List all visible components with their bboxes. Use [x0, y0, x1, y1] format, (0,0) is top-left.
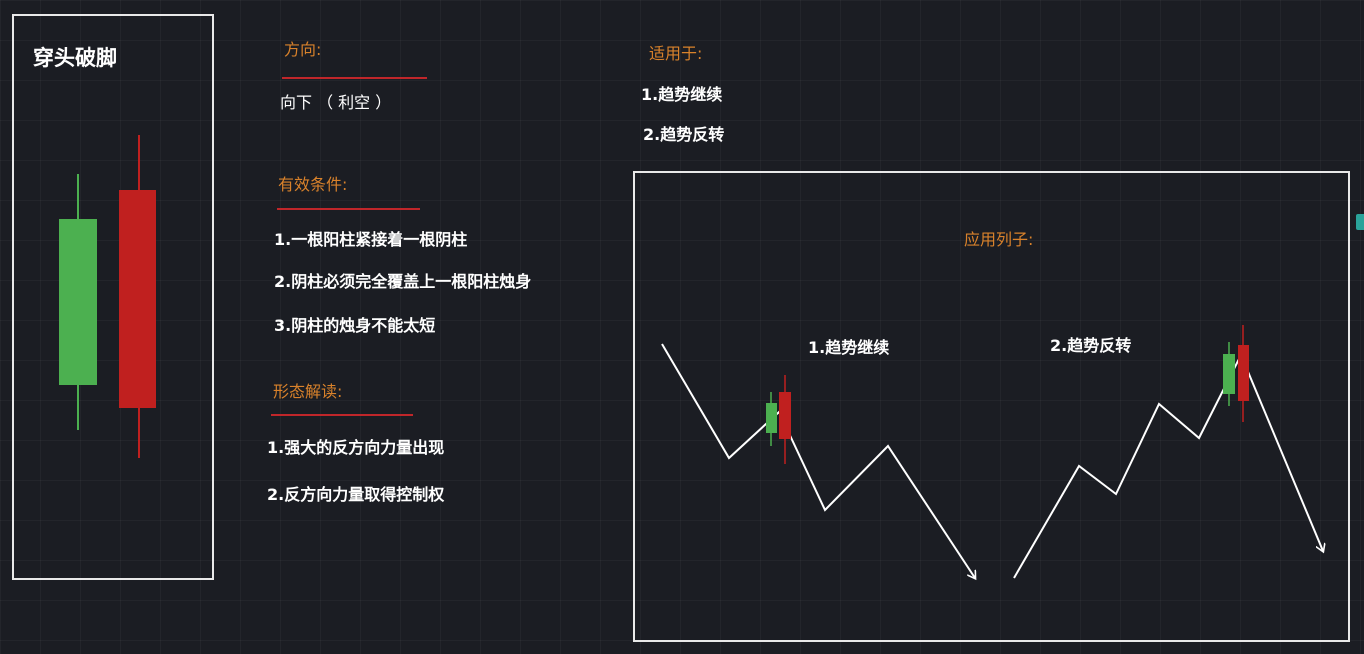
pattern-candles: [59, 135, 156, 458]
direction-value: 向下 （ 利空 ）: [280, 93, 392, 112]
direction-underline: [282, 77, 427, 79]
conditions-heading: 有效条件:: [278, 175, 348, 194]
pattern-title: 穿头破脚: [33, 46, 117, 70]
bullish-candle-body: [59, 219, 97, 385]
applies-item: 1.趋势继续: [641, 85, 723, 104]
trend-continuation-path: [661, 343, 975, 578]
conditions-underline: [277, 208, 420, 210]
interpretation-underline: [271, 414, 413, 416]
condition-item: 1.一根阳柱紧接着一根阴柱: [274, 230, 468, 249]
pattern-panel: [12, 14, 214, 580]
case1-candles: [766, 375, 791, 464]
case2-candles: [1223, 325, 1249, 422]
trend-reversal-path: [1013, 352, 1323, 579]
interpretation-item: 2.反方向力量取得控制权: [267, 485, 445, 504]
example-panel: [633, 171, 1350, 642]
condition-item: 3.阴柱的烛身不能太短: [274, 316, 436, 335]
case2-bearish-body: [1238, 345, 1249, 401]
applies-heading: 适用于:: [649, 44, 703, 63]
edge-tab[interactable]: [1356, 214, 1364, 230]
interpretation-heading: 形态解读:: [273, 382, 343, 401]
case2-bullish-body: [1223, 354, 1235, 394]
condition-item: 2.阴柱必须完全覆盖上一根阳柱烛身: [274, 272, 532, 291]
case2-label: 2.趋势反转: [1050, 336, 1132, 355]
example-heading: 应用列子:: [964, 230, 1034, 249]
bearish-candle-body: [119, 190, 156, 408]
direction-heading: 方向:: [284, 40, 322, 59]
applies-item: 2.趋势反转: [643, 125, 725, 144]
interpretation-item: 1.强大的反方向力量出现: [267, 438, 445, 457]
case1-label: 1.趋势继续: [808, 338, 890, 357]
case1-bearish-body: [779, 392, 791, 439]
case1-bullish-body: [766, 403, 777, 433]
